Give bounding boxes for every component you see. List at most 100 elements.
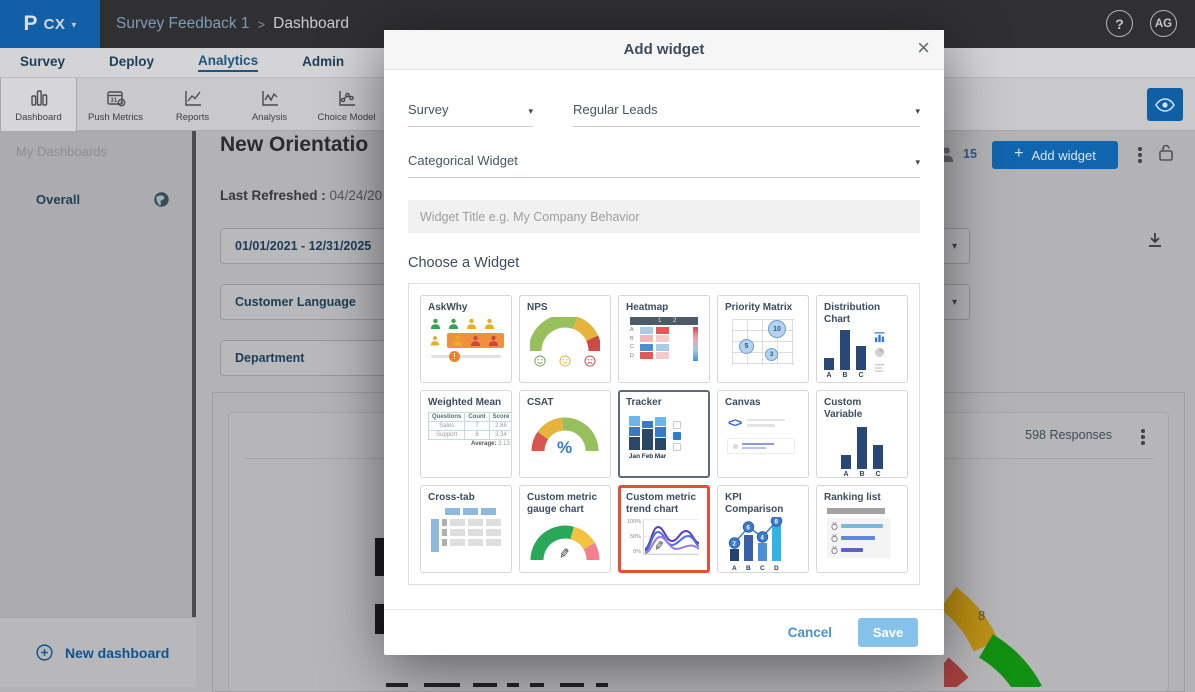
widget-card-cross-tab[interactable]: Cross-tab bbox=[420, 485, 512, 573]
download-icon[interactable] bbox=[1146, 231, 1164, 254]
page-title: New Orientatio bbox=[220, 133, 369, 156]
widget-card-askwhy[interactable]: AskWhy bbox=[420, 295, 512, 383]
widget-card-label: Custom Variable bbox=[824, 397, 863, 420]
widget-card-label: Cross-tab bbox=[428, 492, 475, 503]
heatmap-preview: 1 2 A B C D bbox=[630, 317, 698, 361]
toolbar-item-label: Reports bbox=[175, 111, 210, 123]
date-range-value: 01/01/2021 - 12/31/2025 bbox=[235, 239, 372, 253]
widget-card-tracker[interactable]: Tracker Jan Feb Mar bbox=[618, 390, 710, 478]
svg-text:31: 31 bbox=[110, 98, 117, 104]
smiley-sad-icon bbox=[584, 355, 596, 367]
widget-card-label: KPI Comparison bbox=[725, 492, 784, 515]
product-logo[interactable]: P CX ▾ bbox=[0, 0, 100, 48]
widget-card-custom-metric-gauge[interactable]: Custom metric gauge chart ✎ bbox=[519, 485, 611, 573]
dashboard-menu-button[interactable] bbox=[1138, 147, 1142, 163]
sidebar-header: My Dashboards bbox=[16, 144, 108, 159]
heatmap-header: 1 2 bbox=[630, 317, 698, 325]
source-select[interactable]: Regular Leads ▾ bbox=[573, 102, 920, 127]
widget-card-label: Canvas bbox=[725, 397, 761, 408]
new-dashboard-button[interactable]: New dashboard bbox=[36, 644, 169, 661]
tab-deploy[interactable]: Deploy bbox=[109, 54, 155, 69]
clipped-text-fragment bbox=[507, 683, 519, 687]
sidebar-footer: New dashboard bbox=[0, 617, 196, 687]
eye-icon bbox=[1155, 97, 1175, 112]
svg-text:8: 8 bbox=[775, 519, 779, 525]
widget-card-heatmap[interactable]: Heatmap 1 2 A B C D bbox=[618, 295, 710, 383]
close-icon[interactable]: × bbox=[917, 35, 930, 60]
widget-type-select[interactable]: Categorical Widget ▾ bbox=[408, 153, 920, 178]
circle-plus-icon bbox=[36, 644, 53, 661]
widget-card-distribution-chart[interactable]: Distribution Chart A B C bbox=[816, 295, 908, 383]
widget-card-label: Custom metric trend chart bbox=[626, 492, 697, 515]
new-dashboard-label: New dashboard bbox=[65, 644, 170, 661]
chevron-down-icon: ▾ bbox=[915, 157, 920, 167]
widget-card-canvas[interactable]: Canvas <> bbox=[717, 390, 809, 478]
tab-analytics[interactable]: Analytics bbox=[198, 53, 259, 72]
toolbar-item-dashboard[interactable]: Dashboard bbox=[0, 78, 77, 131]
priority-matrix-preview: 10 5 3 bbox=[732, 319, 794, 365]
help-button[interactable]: ? bbox=[1106, 10, 1133, 37]
survey-select[interactable]: Survey ▾ bbox=[408, 102, 533, 127]
matrix-bubble: 3 bbox=[765, 348, 778, 361]
avatar[interactable]: AG bbox=[1150, 10, 1177, 37]
calendar-icon bbox=[673, 443, 681, 451]
pencil-icon: ✎ bbox=[653, 538, 665, 554]
person-icon bbox=[466, 318, 477, 329]
chevron-down-icon: ▾ bbox=[915, 106, 920, 116]
preview-button[interactable] bbox=[1147, 88, 1183, 121]
svg-text:A: A bbox=[732, 565, 737, 572]
last-refreshed-value: 04/24/20 bbox=[329, 188, 383, 203]
gauge-tick-label: 8 bbox=[978, 608, 986, 623]
clipped-text-fragment bbox=[596, 683, 608, 687]
tab-admin[interactable]: Admin bbox=[302, 54, 345, 69]
widget-card-weighted-mean[interactable]: Weighted Mean Questions Count Score Sale… bbox=[420, 390, 512, 478]
product-name: CX bbox=[43, 15, 66, 33]
breadcrumb-current: Dashboard bbox=[273, 15, 349, 32]
save-button[interactable]: Save bbox=[858, 618, 918, 647]
widget-card-kpi-comparison[interactable]: KPI Comparison 2 6 4 8 A B bbox=[717, 485, 809, 573]
widget-card-label: Ranking list bbox=[824, 492, 881, 503]
medal-icon bbox=[831, 534, 838, 542]
kpi-comparison-preview: 2 6 4 8 A B C D bbox=[728, 517, 783, 572]
svg-text:C: C bbox=[760, 565, 765, 572]
widget-card-label: Distribution Chart bbox=[824, 302, 881, 325]
widget-card-label: Weighted Mean bbox=[428, 397, 502, 408]
clipped-text-fragment bbox=[386, 683, 408, 687]
widget-menu-button[interactable] bbox=[1141, 429, 1145, 445]
responses-count: 598 Responses bbox=[1025, 428, 1112, 442]
tab-survey[interactable]: Survey bbox=[20, 54, 66, 69]
add-widget-label: Add widget bbox=[1031, 147, 1096, 163]
sidebar-item-overall[interactable]: Overall bbox=[0, 182, 192, 216]
cross-tab-preview bbox=[431, 508, 501, 554]
matrix-bubble: 10 bbox=[768, 320, 786, 338]
widget-card-custom-metric-trend[interactable]: Custom metric trend chart 100% 50% 0% ✎ bbox=[618, 485, 710, 573]
toolbar-item-choice-model[interactable]: Choice Model bbox=[308, 78, 385, 131]
analysis-chart-icon bbox=[261, 90, 278, 106]
survey-select-value: Survey bbox=[408, 102, 449, 117]
person-icon bbox=[488, 335, 499, 346]
plus-icon: + bbox=[1014, 145, 1024, 162]
widget-card-priority-matrix[interactable]: Priority Matrix 10 5 3 bbox=[717, 295, 809, 383]
widget-card-label: CSAT bbox=[527, 397, 554, 408]
add-widget-button[interactable]: + Add widget bbox=[992, 141, 1118, 169]
widget-card-csat[interactable]: CSAT % bbox=[519, 390, 611, 478]
widget-type-value: Categorical Widget bbox=[408, 153, 518, 168]
askwhy-highlight bbox=[447, 333, 504, 348]
toolbar-item-push-metrics[interactable]: 31 Push Metrics bbox=[77, 78, 154, 131]
lock-icon[interactable] bbox=[1156, 142, 1176, 168]
toolbar-item-analysis[interactable]: Analysis bbox=[231, 78, 308, 131]
toolbar-item-reports[interactable]: Reports bbox=[154, 78, 231, 131]
widget-title-input[interactable] bbox=[408, 200, 920, 233]
widget-card-nps[interactable]: NPS bbox=[519, 295, 611, 383]
bar-chart-icon bbox=[874, 332, 885, 343]
widget-card-custom-variable[interactable]: Custom Variable A B C bbox=[816, 390, 908, 478]
widget-card-ranking-list[interactable]: Ranking list bbox=[816, 485, 908, 573]
breadcrumb-survey-link[interactable]: Survey Feedback 1 bbox=[116, 15, 250, 32]
sidebar-item-label: Overall bbox=[36, 191, 81, 207]
department-value: Department bbox=[235, 351, 305, 365]
modal-header: Add widget × bbox=[384, 30, 944, 70]
calendar-clock-icon: 31 bbox=[106, 90, 125, 106]
choice-model-icon bbox=[338, 90, 355, 106]
code-icon: <> bbox=[728, 415, 742, 430]
cancel-button[interactable]: Cancel bbox=[787, 625, 832, 640]
